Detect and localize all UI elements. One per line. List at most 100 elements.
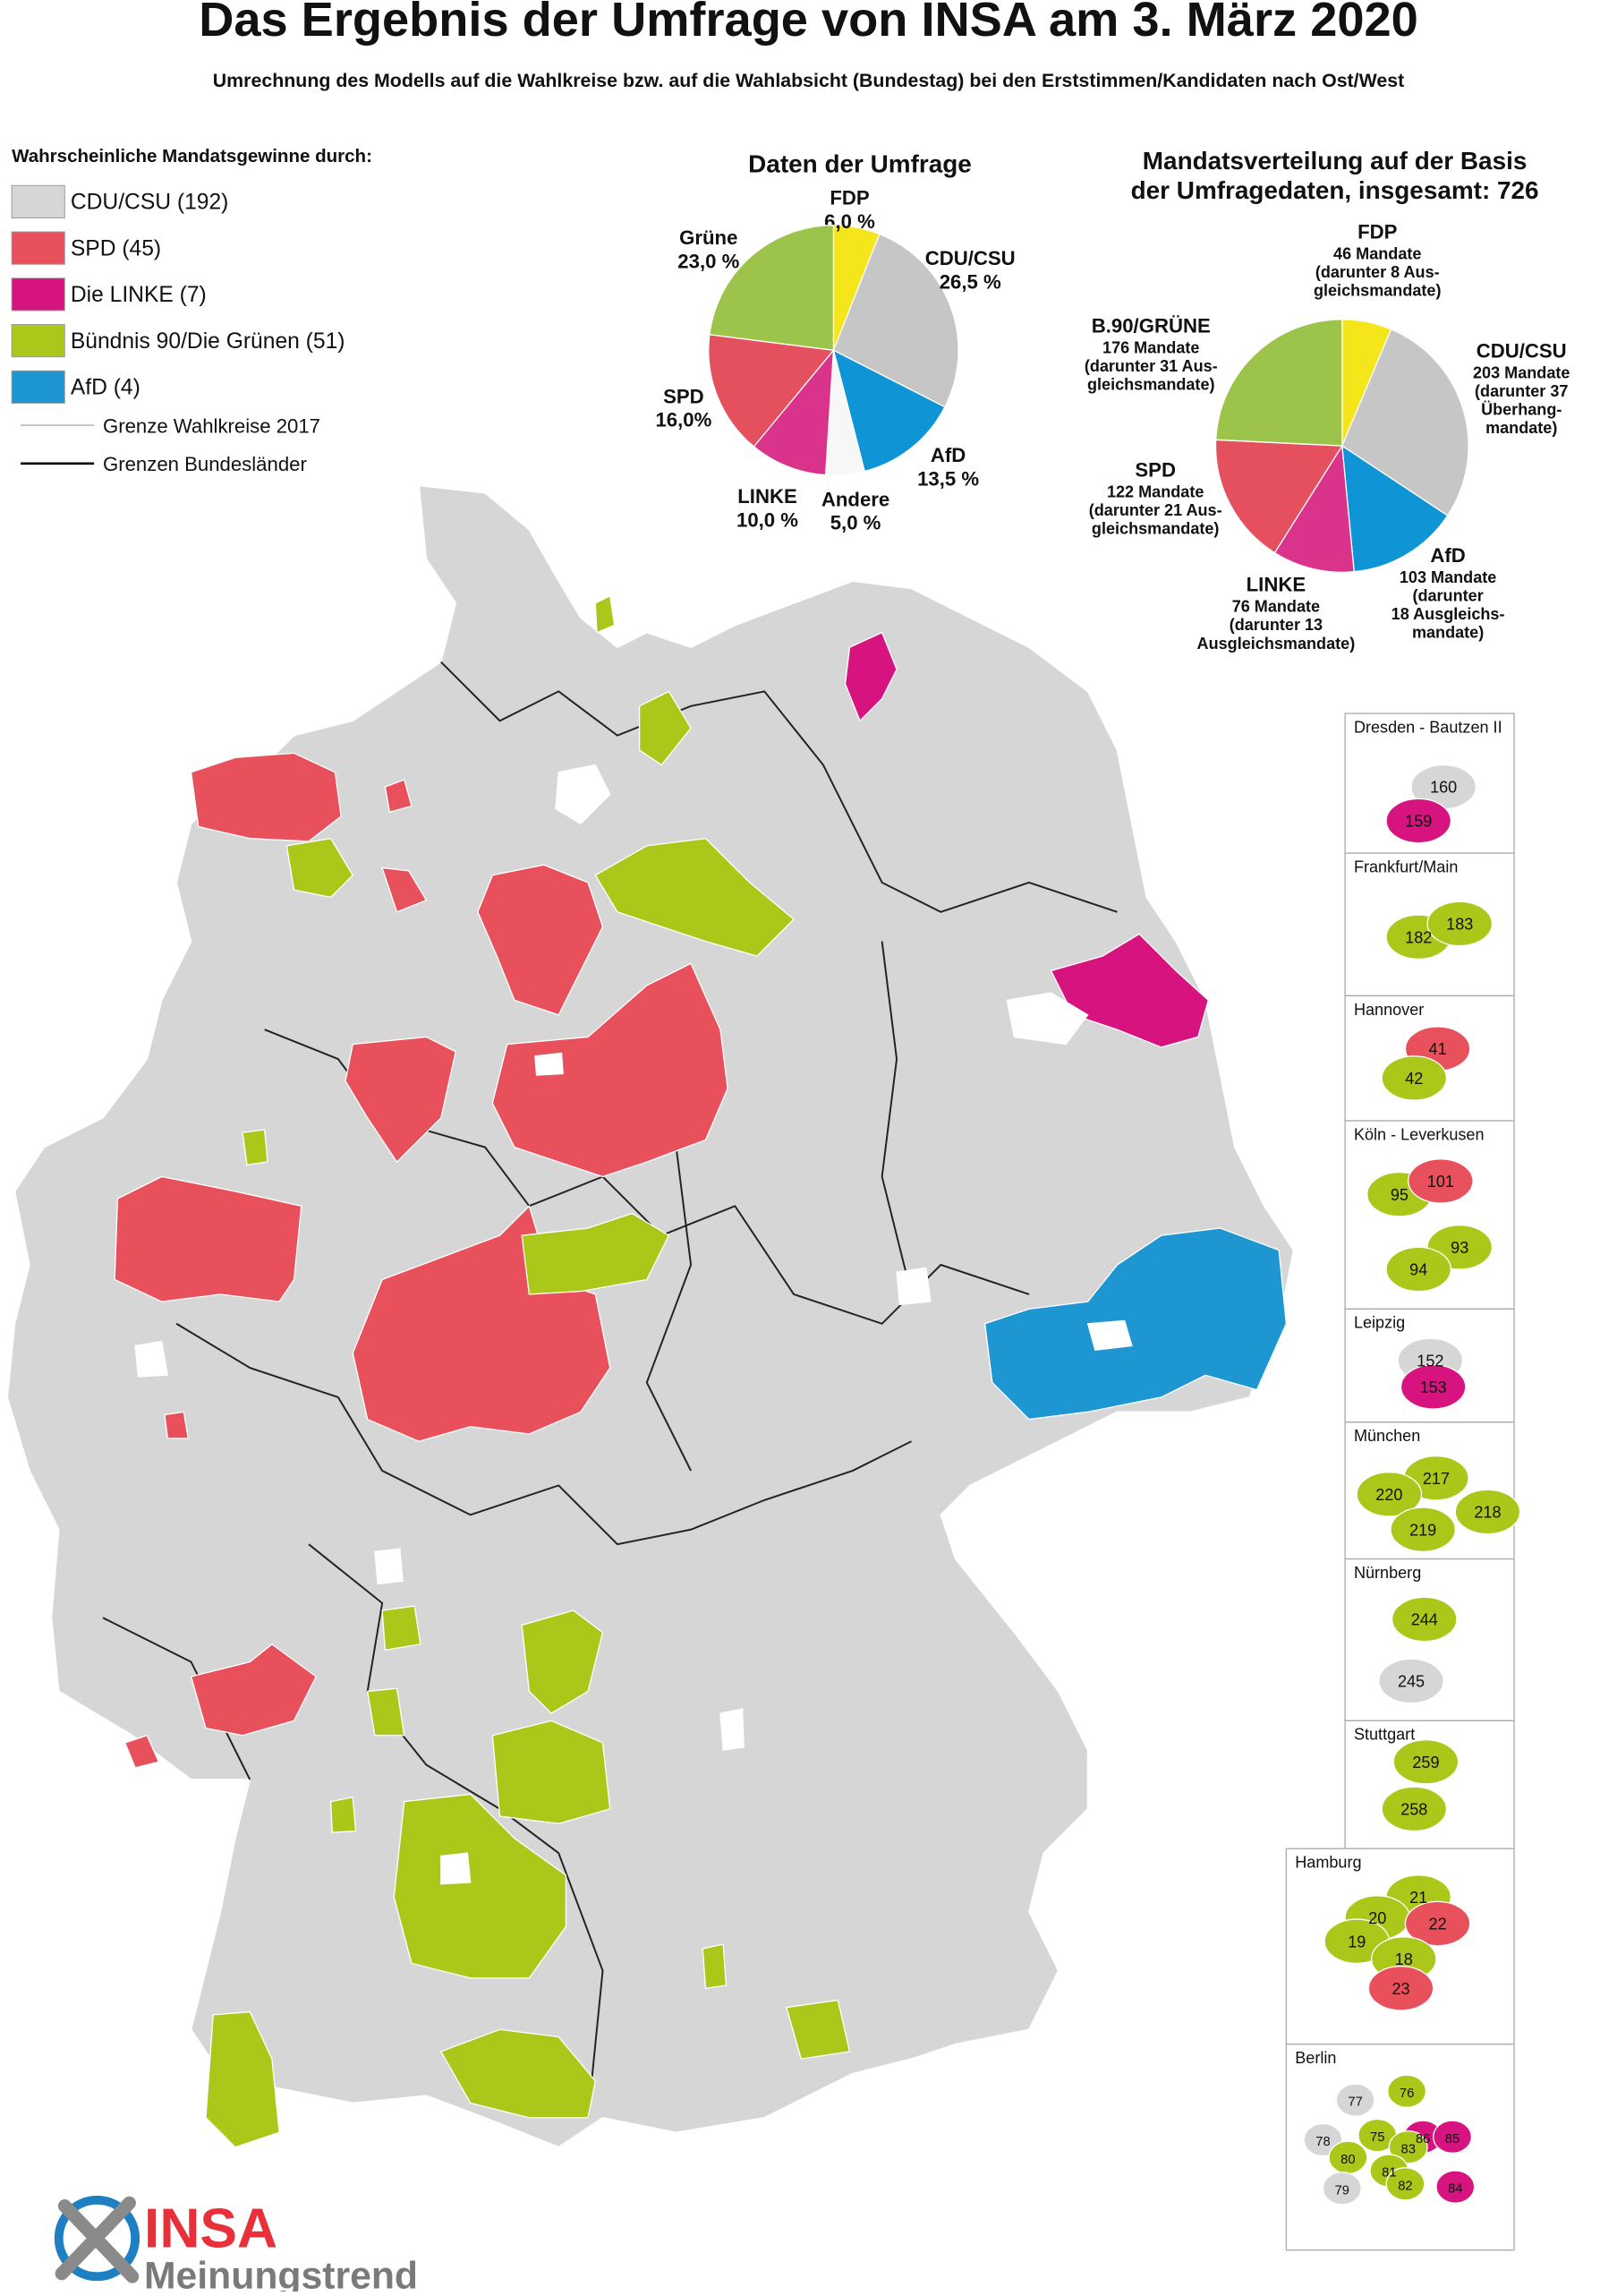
district-greens (381, 1605, 421, 1652)
inset-title: Köln - Leverkusen (1354, 1125, 1485, 1143)
inset-district-label: 219 (1409, 1521, 1436, 1539)
inset-district (1367, 1965, 1434, 2011)
slice-note: Ausgleichsmandate) (1197, 635, 1356, 653)
district-greens (205, 2010, 280, 2148)
slice-note: 46 Mandate (1333, 244, 1421, 262)
inset-title: Hamburg (1295, 1854, 1361, 1872)
inset-district (1387, 2074, 1427, 2109)
inset-district-label: 78 (1315, 2135, 1330, 2149)
title: Das Ergebnis der Umfrage von INSA am 3. … (199, 0, 1418, 47)
slice-note: (darunter 37 (1475, 382, 1568, 400)
district-spd (384, 779, 413, 813)
slice-name: SPD (663, 385, 704, 407)
district-city (555, 764, 611, 825)
inset-district-label: 80 (1340, 2153, 1355, 2167)
inset-title: Nürnberg (1354, 1564, 1421, 1582)
district-greens (521, 1212, 670, 1295)
district-greens (329, 1796, 357, 1833)
inset-district-label: 245 (1398, 1673, 1425, 1691)
slice-name: Andere (821, 488, 889, 510)
district-greens (491, 1720, 611, 1824)
logo: INSA Meinungstrend (54, 2195, 418, 2296)
district-spd (164, 1411, 190, 1439)
district-city (440, 1852, 472, 1885)
pie-slice (708, 334, 835, 448)
inset-district (1388, 2130, 1428, 2164)
inset-district (1391, 1596, 1458, 1643)
slice-name: Grüne (679, 226, 737, 249)
inset-district-label: 81 (1382, 2166, 1396, 2181)
state-border (308, 1543, 604, 2118)
inset-district-label: 23 (1391, 1980, 1409, 1998)
slice-name: SPD (1135, 459, 1176, 482)
slice-note: gleichsmandate) (1092, 520, 1220, 538)
inset-district (1385, 1246, 1452, 1293)
pie-slice (1273, 444, 1355, 573)
state-border (175, 1322, 912, 1546)
pie-slice (832, 233, 959, 408)
inset-district-label: 42 (1405, 1070, 1423, 1088)
legend-label: SPD (45) (71, 236, 161, 260)
inset-district-label: 217 (1423, 1470, 1450, 1488)
slice-name: B.90/GRÜNE (1092, 315, 1211, 337)
inset-district-label: 93 (1451, 1239, 1468, 1257)
slice-note: mandate) (1412, 623, 1484, 641)
inset-district-label: 18 (1395, 1950, 1413, 1968)
state-border (645, 1147, 693, 1472)
inset-district (1400, 1364, 1467, 1410)
slice-note: (darunter 21 Aus- (1089, 501, 1222, 519)
district-greens (439, 2028, 597, 2119)
inset-district-label: 83 (1401, 2142, 1416, 2156)
slice-note: 76 Mandate (1232, 598, 1320, 616)
slice-value-label: 5,0 % (830, 512, 881, 534)
inset-district (1408, 1158, 1474, 1204)
inset-district (1385, 2167, 1426, 2201)
legend-swatch (11, 277, 65, 312)
inset-district-label: 160 (1430, 779, 1457, 797)
inset-district (1385, 798, 1452, 844)
legend-swatch (11, 324, 65, 358)
slice-note: 18 Ausgleichs- (1391, 605, 1505, 623)
inset-district (1322, 2171, 1362, 2206)
inset-district (1356, 1472, 1423, 1517)
inset-district-label: 153 (1420, 1378, 1447, 1396)
inset-district-label: 41 (1429, 1040, 1447, 1058)
logo-ring (54, 2195, 140, 2282)
district-city (719, 1708, 745, 1751)
district-spd (491, 962, 728, 1178)
district-spd (477, 864, 604, 1016)
district-city (896, 1267, 932, 1306)
district-greens (594, 837, 796, 957)
inset-district (1454, 1489, 1521, 1535)
inset-district-label: 79 (1335, 2183, 1349, 2198)
state-borders (102, 661, 1118, 2118)
pie-slice (1340, 328, 1469, 516)
inset-district (1435, 2170, 1476, 2204)
pie-slice (1214, 439, 1343, 554)
inset-district-label: 95 (1391, 1186, 1408, 1204)
legend-swatch (11, 184, 65, 218)
inset-district-label: 86 (1416, 2132, 1430, 2147)
inset-title: Stuttgart (1354, 1726, 1415, 1744)
inset-district-label: 20 (1368, 1909, 1386, 1927)
district-greens (638, 690, 692, 766)
inset-title: Berlin (1295, 2049, 1336, 2067)
pie-slice (753, 348, 835, 476)
pie-title: der Umfragedaten, insgesamt: 726 (1131, 176, 1539, 204)
inset-district-label: 76 (1400, 2087, 1414, 2101)
slice-value-label: 23,0 % (677, 250, 739, 272)
pie-slice (1341, 444, 1449, 573)
slice-name: LINKE (737, 485, 796, 508)
inset-district (1392, 1739, 1460, 1785)
slice-value-label: 13,5 % (917, 467, 979, 490)
district-city (1086, 1319, 1133, 1352)
inset-district-label: 182 (1405, 928, 1432, 946)
slice-value-label: 16,0% (655, 409, 711, 431)
district-linke (1050, 933, 1210, 1048)
inset-district-label: 244 (1411, 1611, 1438, 1629)
legend-label: AfD (4) (71, 376, 140, 400)
inset-district (1335, 2083, 1375, 2117)
inset-district-label: 22 (1429, 1916, 1447, 1933)
